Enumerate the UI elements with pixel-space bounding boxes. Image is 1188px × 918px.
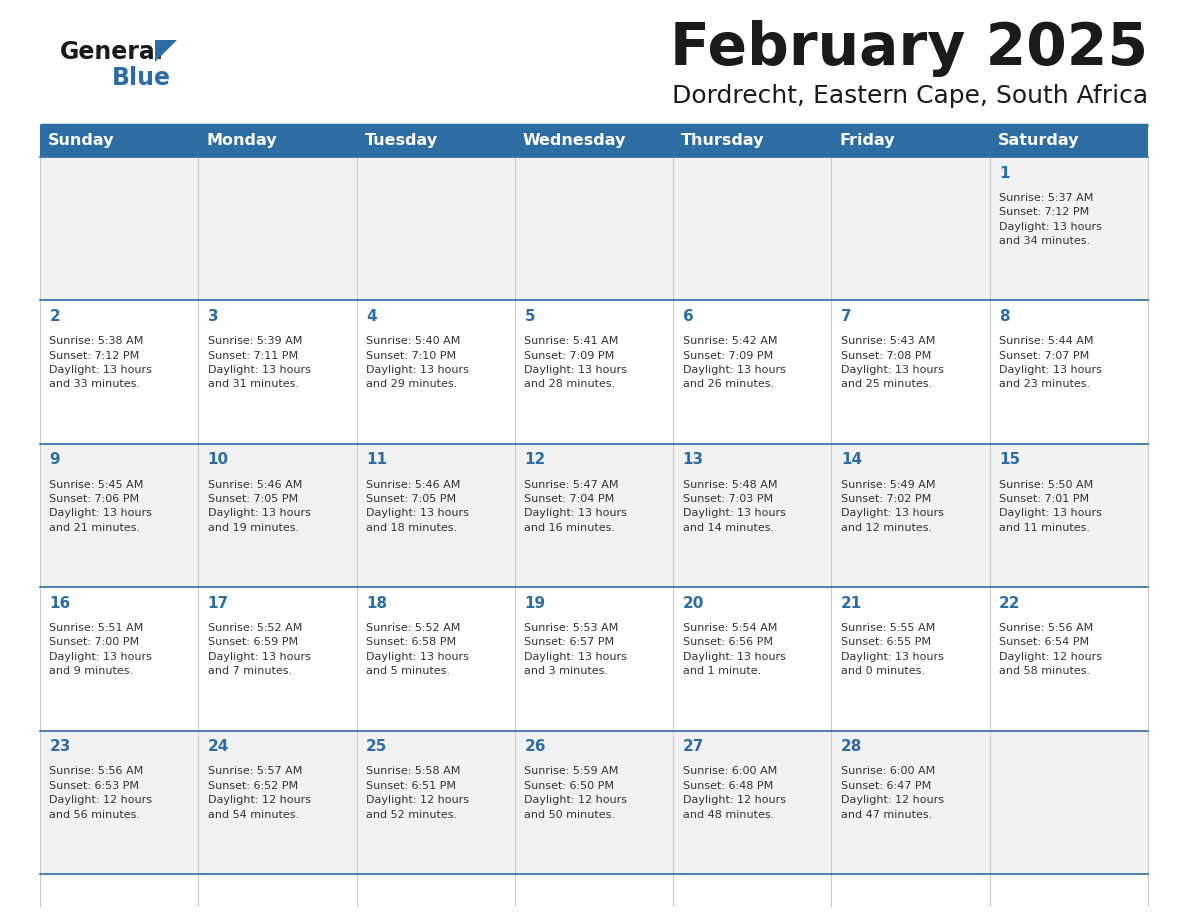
Text: 27: 27 (683, 739, 704, 755)
Text: Sunrise: 5:52 AM
Sunset: 6:58 PM
Daylight: 13 hours
and 5 minutes.: Sunrise: 5:52 AM Sunset: 6:58 PM Dayligh… (366, 623, 469, 677)
Text: Sunrise: 5:44 AM
Sunset: 7:07 PM
Daylight: 13 hours
and 23 minutes.: Sunrise: 5:44 AM Sunset: 7:07 PM Dayligh… (999, 336, 1102, 389)
Text: 10: 10 (208, 453, 229, 467)
Text: Sunrise: 5:49 AM
Sunset: 7:02 PM
Daylight: 13 hours
and 12 minutes.: Sunrise: 5:49 AM Sunset: 7:02 PM Dayligh… (841, 479, 943, 532)
Text: Wednesday: Wednesday (523, 133, 626, 149)
Text: 1: 1 (999, 165, 1010, 181)
Text: 24: 24 (208, 739, 229, 755)
Text: Dordrecht, Eastern Cape, South Africa: Dordrecht, Eastern Cape, South Africa (672, 84, 1148, 108)
Text: Sunrise: 5:39 AM
Sunset: 7:11 PM
Daylight: 13 hours
and 31 minutes.: Sunrise: 5:39 AM Sunset: 7:11 PM Dayligh… (208, 336, 310, 389)
Text: 12: 12 (524, 453, 545, 467)
Text: Sunrise: 5:45 AM
Sunset: 7:06 PM
Daylight: 13 hours
and 21 minutes.: Sunrise: 5:45 AM Sunset: 7:06 PM Dayligh… (50, 479, 152, 532)
Text: Sunrise: 5:56 AM
Sunset: 6:54 PM
Daylight: 12 hours
and 58 minutes.: Sunrise: 5:56 AM Sunset: 6:54 PM Dayligh… (999, 623, 1102, 677)
Text: Sunrise: 5:41 AM
Sunset: 7:09 PM
Daylight: 13 hours
and 28 minutes.: Sunrise: 5:41 AM Sunset: 7:09 PM Dayligh… (524, 336, 627, 389)
Text: 11: 11 (366, 453, 387, 467)
Text: 26: 26 (524, 739, 545, 755)
Text: 15: 15 (999, 453, 1020, 467)
Text: Sunrise: 5:50 AM
Sunset: 7:01 PM
Daylight: 13 hours
and 11 minutes.: Sunrise: 5:50 AM Sunset: 7:01 PM Dayligh… (999, 479, 1102, 532)
Text: Sunrise: 5:54 AM
Sunset: 6:56 PM
Daylight: 13 hours
and 1 minute.: Sunrise: 5:54 AM Sunset: 6:56 PM Dayligh… (683, 623, 785, 677)
Text: Monday: Monday (207, 133, 277, 149)
Text: General: General (61, 40, 164, 64)
Text: Sunrise: 5:56 AM
Sunset: 6:53 PM
Daylight: 12 hours
and 56 minutes.: Sunrise: 5:56 AM Sunset: 6:53 PM Dayligh… (50, 767, 152, 820)
Text: 8: 8 (999, 309, 1010, 324)
Text: Sunday: Sunday (48, 133, 114, 149)
Text: 3: 3 (208, 309, 219, 324)
Text: Sunrise: 5:51 AM
Sunset: 7:00 PM
Daylight: 13 hours
and 9 minutes.: Sunrise: 5:51 AM Sunset: 7:00 PM Dayligh… (50, 623, 152, 677)
Text: Sunrise: 5:58 AM
Sunset: 6:51 PM
Daylight: 12 hours
and 52 minutes.: Sunrise: 5:58 AM Sunset: 6:51 PM Dayligh… (366, 767, 469, 820)
Text: Blue: Blue (112, 66, 171, 90)
Text: Sunrise: 5:59 AM
Sunset: 6:50 PM
Daylight: 12 hours
and 50 minutes.: Sunrise: 5:59 AM Sunset: 6:50 PM Dayligh… (524, 767, 627, 820)
Text: 5: 5 (524, 309, 535, 324)
Text: 7: 7 (841, 309, 852, 324)
Text: Sunrise: 6:00 AM
Sunset: 6:47 PM
Daylight: 12 hours
and 47 minutes.: Sunrise: 6:00 AM Sunset: 6:47 PM Dayligh… (841, 767, 944, 820)
Bar (40, 588, 1148, 731)
Text: 19: 19 (524, 596, 545, 610)
Text: 28: 28 (841, 739, 862, 755)
Text: 9: 9 (50, 453, 61, 467)
Text: Sunrise: 6:00 AM
Sunset: 6:48 PM
Daylight: 12 hours
and 48 minutes.: Sunrise: 6:00 AM Sunset: 6:48 PM Dayligh… (683, 767, 785, 820)
Text: 2: 2 (50, 309, 61, 324)
Text: 23: 23 (50, 739, 71, 755)
Bar (40, 157, 1148, 300)
Text: 4: 4 (366, 309, 377, 324)
Text: Sunrise: 5:40 AM
Sunset: 7:10 PM
Daylight: 13 hours
and 29 minutes.: Sunrise: 5:40 AM Sunset: 7:10 PM Dayligh… (366, 336, 469, 389)
Text: 25: 25 (366, 739, 387, 755)
Text: Sunrise: 5:38 AM
Sunset: 7:12 PM
Daylight: 13 hours
and 33 minutes.: Sunrise: 5:38 AM Sunset: 7:12 PM Dayligh… (50, 336, 152, 389)
Text: Sunrise: 5:37 AM
Sunset: 7:12 PM
Daylight: 13 hours
and 34 minutes.: Sunrise: 5:37 AM Sunset: 7:12 PM Dayligh… (999, 193, 1102, 246)
Text: Tuesday: Tuesday (365, 133, 437, 149)
Bar (40, 300, 1148, 443)
Text: 20: 20 (683, 596, 704, 610)
Bar (40, 125, 1148, 157)
Text: Sunrise: 5:57 AM
Sunset: 6:52 PM
Daylight: 12 hours
and 54 minutes.: Sunrise: 5:57 AM Sunset: 6:52 PM Dayligh… (208, 767, 311, 820)
Text: 17: 17 (208, 596, 229, 610)
Text: Friday: Friday (840, 133, 895, 149)
Text: Saturday: Saturday (998, 133, 1079, 149)
Text: 16: 16 (50, 596, 71, 610)
Text: Sunrise: 5:42 AM
Sunset: 7:09 PM
Daylight: 13 hours
and 26 minutes.: Sunrise: 5:42 AM Sunset: 7:09 PM Dayligh… (683, 336, 785, 389)
Text: February 2025: February 2025 (670, 20, 1148, 77)
Text: 21: 21 (841, 596, 862, 610)
Text: 22: 22 (999, 596, 1020, 610)
Bar (40, 731, 1148, 874)
Bar (40, 443, 1148, 588)
Text: Sunrise: 5:47 AM
Sunset: 7:04 PM
Daylight: 13 hours
and 16 minutes.: Sunrise: 5:47 AM Sunset: 7:04 PM Dayligh… (524, 479, 627, 532)
Text: 18: 18 (366, 596, 387, 610)
Polygon shape (154, 40, 177, 62)
Text: Sunrise: 5:48 AM
Sunset: 7:03 PM
Daylight: 13 hours
and 14 minutes.: Sunrise: 5:48 AM Sunset: 7:03 PM Dayligh… (683, 479, 785, 532)
Text: Sunrise: 5:46 AM
Sunset: 7:05 PM
Daylight: 13 hours
and 19 minutes.: Sunrise: 5:46 AM Sunset: 7:05 PM Dayligh… (208, 479, 310, 532)
Text: Sunrise: 5:43 AM
Sunset: 7:08 PM
Daylight: 13 hours
and 25 minutes.: Sunrise: 5:43 AM Sunset: 7:08 PM Dayligh… (841, 336, 943, 389)
Text: Sunrise: 5:46 AM
Sunset: 7:05 PM
Daylight: 13 hours
and 18 minutes.: Sunrise: 5:46 AM Sunset: 7:05 PM Dayligh… (366, 479, 469, 532)
Text: Thursday: Thursday (681, 133, 765, 149)
Text: Sunrise: 5:52 AM
Sunset: 6:59 PM
Daylight: 13 hours
and 7 minutes.: Sunrise: 5:52 AM Sunset: 6:59 PM Dayligh… (208, 623, 310, 677)
Text: Sunrise: 5:53 AM
Sunset: 6:57 PM
Daylight: 13 hours
and 3 minutes.: Sunrise: 5:53 AM Sunset: 6:57 PM Dayligh… (524, 623, 627, 677)
Text: 6: 6 (683, 309, 694, 324)
Text: Sunrise: 5:55 AM
Sunset: 6:55 PM
Daylight: 13 hours
and 0 minutes.: Sunrise: 5:55 AM Sunset: 6:55 PM Dayligh… (841, 623, 943, 677)
Text: 14: 14 (841, 453, 862, 467)
Text: 13: 13 (683, 453, 703, 467)
